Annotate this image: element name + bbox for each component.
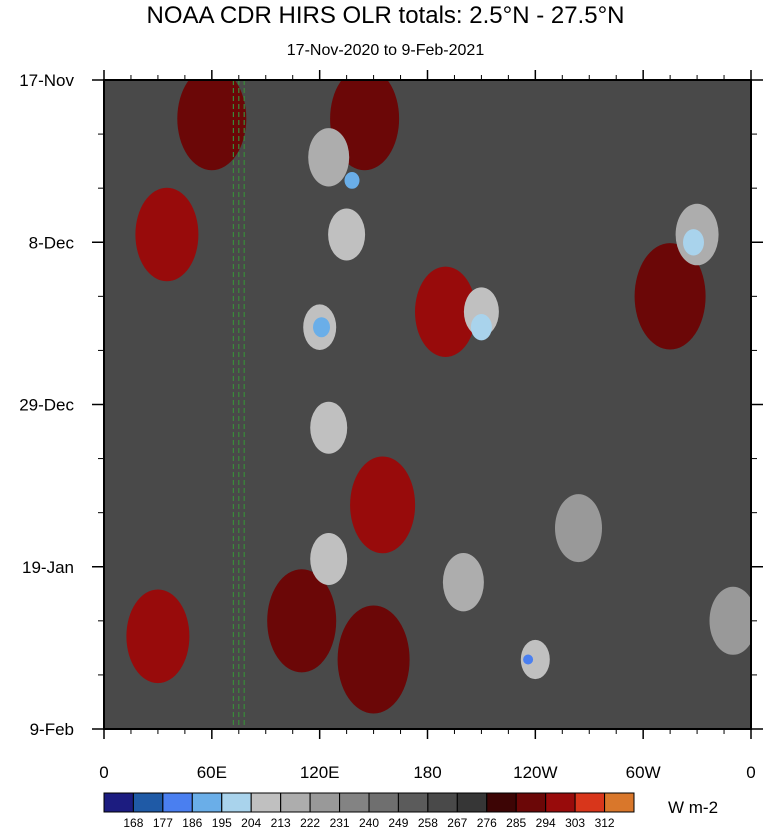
colorbar-label: 249 — [388, 816, 408, 830]
y-tick-label: 29-Dec — [19, 396, 74, 415]
colorbar-label: 168 — [123, 816, 143, 830]
colorbar-label: 285 — [506, 816, 526, 830]
colorbar-swatch-17 — [604, 792, 635, 813]
chart-subtitle: 17-Nov-2020 to 9-Feb-2021 — [286, 42, 485, 59]
olr-feature-9 — [308, 128, 350, 187]
olr-feature-1 — [126, 589, 190, 684]
olr-feature-19 — [555, 494, 602, 563]
colorbar-swatch-8 — [339, 792, 370, 813]
colorbar-label: 240 — [359, 816, 379, 830]
olr-field — [126, 80, 751, 714]
olr-feature-22 — [470, 314, 492, 341]
olr-feature-4 — [415, 266, 476, 357]
colorbar-swatch-3 — [191, 792, 223, 813]
y-tick-label: 9-Feb — [30, 720, 74, 739]
olr-feature-16 — [442, 553, 484, 612]
olr-feature-18 — [709, 586, 751, 655]
olr-feature-0 — [135, 187, 199, 282]
colorbar-label: 186 — [182, 816, 202, 830]
colorbar-label: 204 — [241, 816, 261, 830]
colorbar-swatch-6 — [280, 792, 311, 813]
colorbar-label: 276 — [477, 816, 497, 830]
reference-lines — [232, 80, 245, 729]
y-tick-label: 17-Nov — [19, 71, 74, 90]
x-tick-label: 0 — [746, 763, 755, 782]
x-tick-label: 60E — [197, 763, 227, 782]
colorbar-swatch-16 — [574, 792, 605, 813]
x-tick-label: 120W — [513, 763, 557, 782]
olr-feature-2 — [177, 80, 247, 171]
olr-feature-6 — [267, 569, 337, 673]
colorbar-swatch-9 — [368, 792, 399, 813]
colorbar-swatch-10 — [397, 792, 429, 813]
colorbar-label: 267 — [447, 816, 467, 830]
colorbar-swatch-15 — [545, 792, 576, 813]
olr-feature-8 — [634, 243, 706, 350]
colorbar-swatch-0 — [103, 792, 134, 813]
colorbar-swatch-13 — [486, 792, 517, 813]
x-tick-label: 60W — [626, 763, 661, 782]
olr-feature-23 — [523, 654, 534, 665]
colorbar: 168 177 186 195 204 213 222 231 240 249 258 267 276 2… — [103, 792, 635, 830]
olr-feature-20 — [344, 172, 360, 189]
olr-feature-15 — [520, 639, 550, 680]
x-tick-label: 180 — [413, 763, 441, 782]
olr-feature-13 — [310, 533, 348, 585]
y-tick-label: 19-Jan — [22, 558, 74, 577]
colorbar-swatch-5 — [250, 792, 282, 813]
olr-feature-10 — [328, 208, 366, 261]
colorbar-swatch-7 — [309, 792, 341, 813]
colorbar-swatch-2 — [162, 792, 193, 813]
olr-feature-12 — [310, 401, 348, 454]
chart-title: NOAA CDR HIRS OLR totals: 2.5°N - 27.5°N — [146, 2, 625, 29]
plot-background — [104, 80, 751, 729]
x-tick-label: 120E — [300, 763, 340, 782]
colorbar-label: 177 — [153, 816, 173, 830]
colorbar-label: 312 — [595, 816, 615, 830]
colorbar-swatch-12 — [456, 792, 488, 813]
olr-feature-5 — [350, 456, 416, 554]
axes: 0 60E 120E 180 120W 60W 0 17-Nov 8-Dec 29-Dec 19-J… — [19, 70, 763, 782]
colorbar-label: 222 — [300, 816, 320, 830]
colorbar-label: 231 — [330, 816, 350, 830]
colorbar-label: 303 — [565, 816, 585, 830]
x-tick-label: 0 — [99, 763, 108, 782]
colorbar-swatch-11 — [427, 792, 458, 813]
colorbar-units: W m-2 — [668, 798, 719, 817]
colorbar-swatch-4 — [221, 792, 252, 813]
colorbar-swatch-14 — [515, 792, 547, 813]
olr-feature-24 — [683, 229, 704, 256]
colorbar-label: 258 — [418, 816, 438, 830]
colorbar-swatch-1 — [132, 792, 164, 813]
colorbar-label: 294 — [536, 816, 556, 830]
colorbar-label: 195 — [212, 816, 232, 830]
colorbar-label: 213 — [271, 816, 291, 830]
olr-feature-7 — [337, 605, 410, 714]
olr-feature-21 — [313, 317, 330, 338]
y-tick-label: 8-Dec — [29, 233, 75, 252]
